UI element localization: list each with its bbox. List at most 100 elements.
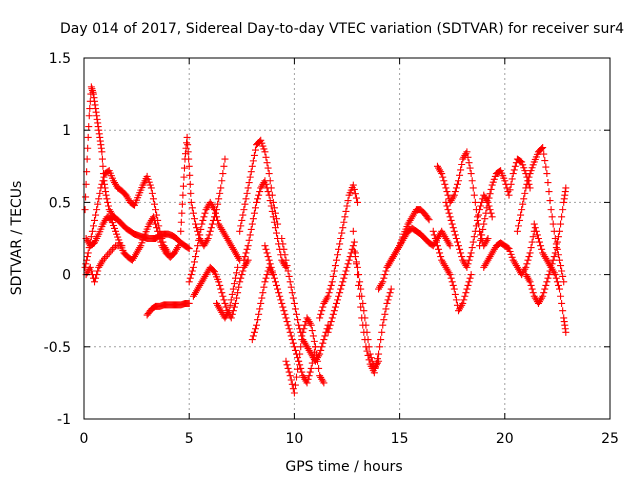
series-arc-l [248,263,277,344]
data-point [83,253,91,261]
data-point [332,256,340,264]
data-point [433,242,441,250]
x-tick-label: 5 [185,431,194,447]
data-point [262,180,270,188]
data-point [443,202,451,210]
data-point [463,285,471,293]
data-point [279,240,287,248]
data-point [503,184,511,192]
data-point [318,307,326,315]
data-point [486,190,494,198]
data-point [179,191,187,199]
data-point [351,249,359,257]
data-point [246,231,254,239]
data-point [536,238,544,246]
data-point [450,285,458,293]
data-point [286,328,294,336]
data-point [95,195,103,203]
data-point [542,281,550,289]
data-point [467,170,475,178]
data-point [527,167,535,175]
data-point [356,292,364,300]
data-point [538,145,546,153]
data-point [463,263,471,271]
data-point [150,200,158,208]
data-point [334,296,342,304]
data-point [505,245,513,253]
data-point [541,157,549,165]
data-point [149,195,157,203]
data-point [193,247,201,255]
data-point [239,267,247,275]
data-point [464,260,472,268]
series-arc-c [82,213,183,264]
data-point [227,314,235,322]
data-point [464,153,472,161]
data-point [250,209,258,217]
data-point [349,227,357,235]
data-point [237,222,245,230]
data-point [558,299,566,307]
data-point [557,292,565,300]
data-point [293,373,301,381]
data-point [258,294,266,302]
data-point [363,347,371,355]
data-point [327,281,335,289]
data-point [247,168,255,176]
data-point [381,310,389,318]
data-point [285,368,293,376]
data-point [244,242,252,250]
data-point [317,310,325,318]
data-point [528,285,536,293]
data-point [283,361,291,369]
data-point [431,235,439,242]
data-point [326,321,334,329]
data-point [91,216,99,224]
data-point [215,195,223,203]
data-point [209,267,217,275]
data-point [218,177,226,185]
data-point [521,167,529,175]
data-point [458,253,466,261]
data-point [471,227,479,235]
data-point [526,249,534,257]
data-point [517,157,525,165]
data-point [559,206,567,214]
data-point [509,170,517,178]
data-point [149,213,157,221]
data-point [283,318,291,326]
data-point [385,292,393,300]
data-point [293,310,301,318]
data-point [200,213,208,221]
data-point [554,233,562,241]
data-point [263,271,271,279]
data-point [85,123,93,131]
data-point [263,184,271,192]
data-point [376,343,384,351]
data-point [470,191,478,199]
data-point [344,260,352,268]
data-point [262,274,270,282]
data-point [187,198,195,206]
data-point [429,227,437,235]
data-point [102,253,110,261]
data-point [93,206,101,214]
data-point [455,177,463,185]
data-point [451,231,459,239]
data-point [359,321,367,329]
data-point [463,148,471,156]
data-point [266,197,274,205]
data-point [92,211,100,219]
series-arc-t [383,224,454,271]
data-point [478,231,486,239]
data-point [465,278,473,286]
data-point [425,216,433,224]
data-point [352,194,360,202]
data-point [330,307,338,315]
data-point [274,285,282,293]
data-point [523,180,531,188]
data-point [226,301,234,309]
data-point [484,235,492,242]
data-point [328,278,336,286]
data-point [221,299,229,307]
